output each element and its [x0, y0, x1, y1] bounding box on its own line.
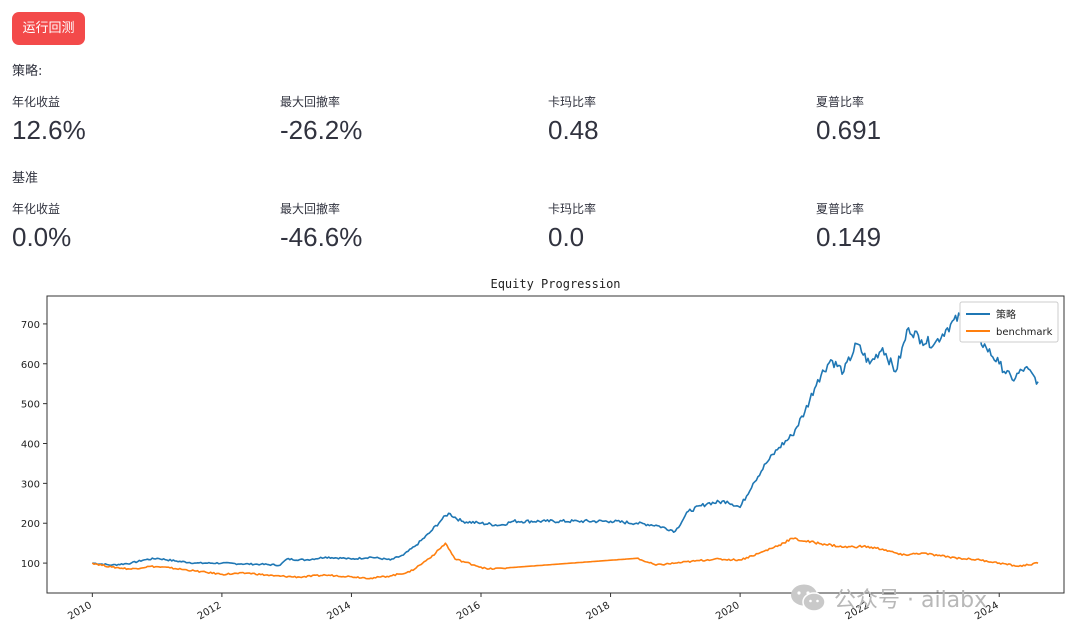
y-tick-label: 600 — [21, 360, 40, 371]
metric-value: 12.6% — [12, 115, 86, 145]
legend-label: benchmark — [996, 327, 1053, 338]
benchmark-section-label: 基准 — [12, 171, 39, 186]
x-tick-label: 2016 — [455, 600, 483, 622]
y-tick-label: 100 — [21, 559, 40, 570]
x-tick-label: 2020 — [714, 600, 742, 622]
series-line-benchmark — [91, 537, 1039, 580]
benchmark-metric-max-drawdown: 最大回撤率 -46.6% — [280, 201, 540, 253]
y-tick-label: 700 — [21, 320, 40, 331]
axes-frame — [46, 295, 1065, 594]
strategy-metric-calmar: 卡玛比率 0.48 — [548, 94, 808, 146]
metric-value: 0.691 — [816, 115, 882, 145]
y-tick-label: 200 — [21, 519, 40, 530]
equity-chart-svg: Equity Progression 100 200 300 400 500 600 700 2… — [21, 277, 1065, 622]
x-tick-label: 2018 — [585, 600, 613, 622]
metric-label: 最大回撤率 — [280, 202, 341, 216]
watermark-text: 公众号 · ailabx — [834, 588, 988, 613]
strategy-metric-annual-return: 年化收益 12.6% — [12, 94, 272, 146]
metric-label: 卡玛比率 — [548, 95, 597, 109]
metric-value: -26.2% — [280, 115, 363, 145]
series-line-strategy — [92, 312, 1039, 567]
metric-value: -46.6% — [280, 222, 363, 252]
y-tick-label: 500 — [21, 400, 40, 411]
benchmark-metric-annual-return: 年化收益 0.0% — [12, 201, 272, 253]
metric-label: 年化收益 — [12, 202, 61, 216]
wechat-icon — [790, 583, 826, 613]
chart-title: Equity Progression — [490, 277, 620, 291]
strategy-metric-sharpe: 夏普比率 0.691 — [816, 94, 1076, 146]
x-tick-label: 2012 — [196, 600, 224, 622]
strategy-metric-max-drawdown: 最大回撤率 -26.2% — [280, 94, 540, 146]
metric-value: 0.0% — [12, 222, 72, 252]
legend-label: 策略 — [996, 308, 1016, 321]
equity-chart: Equity Progression 100 200 300 400 500 600 700 2… — [0, 270, 1080, 639]
watermark: 公众号 · ailabx — [790, 578, 987, 618]
metric-label: 夏普比率 — [816, 95, 865, 109]
benchmark-metric-calmar: 卡玛比率 0.0 — [548, 201, 808, 253]
metric-label: 夏普比率 — [816, 202, 865, 216]
metric-label: 最大回撤率 — [280, 95, 341, 109]
metric-value: 0.149 — [816, 222, 882, 252]
y-tick-label: 300 — [21, 479, 40, 490]
x-tick-label: 2014 — [325, 600, 353, 622]
metric-label: 卡玛比率 — [548, 202, 597, 216]
metric-value: 0.48 — [548, 115, 599, 145]
metric-value: 0.0 — [548, 222, 585, 252]
benchmark-metric-sharpe: 夏普比率 0.149 — [816, 201, 1076, 253]
metric-label: 年化收益 — [12, 95, 61, 109]
strategy-section-label: 策略: — [12, 64, 43, 79]
run-backtest-button[interactable]: 运行回测 — [12, 12, 85, 45]
y-tick-label: 400 — [21, 440, 40, 451]
x-tick-label: 2010 — [66, 600, 94, 622]
